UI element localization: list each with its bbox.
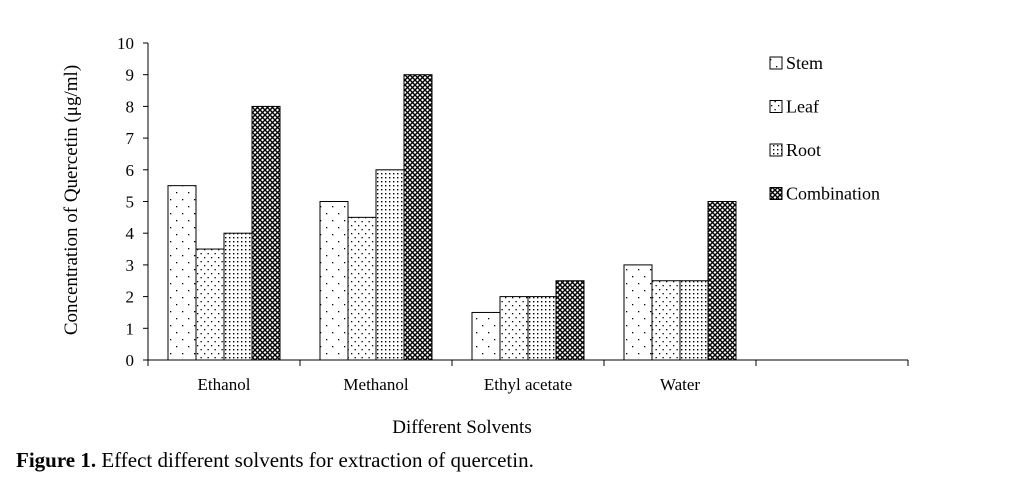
x-tick-label: Ethanol [198, 375, 251, 394]
y-axis-label: Concentration of Quercetin (μg/ml) [61, 65, 82, 335]
y-tick-label: 6 [126, 161, 135, 180]
caption-text: Effect different solvents for extraction… [96, 448, 534, 472]
legend-swatch-leaf [769, 100, 783, 113]
caption-label: Figure 1. [16, 448, 97, 472]
bar-combination-ethyl-acetate [555, 280, 585, 361]
y-tick-label: 3 [126, 256, 135, 275]
x-tick-label: Methanol [343, 375, 408, 394]
y-tick-label: 5 [126, 193, 135, 212]
legend-label-root: Root [786, 140, 821, 160]
legend-swatch-root [769, 143, 783, 157]
y-tick-label: 10 [117, 34, 134, 53]
y-tick-label: 7 [126, 129, 135, 148]
y-tick-label: 2 [126, 288, 135, 307]
bar-stem-water [623, 264, 653, 361]
x-tick-label: Water [660, 375, 700, 394]
bar-leaf-water [651, 280, 681, 361]
x-axis-label: Different Solvents [392, 417, 532, 438]
bar-combination-methanol [403, 74, 433, 361]
y-tick-label: 0 [126, 351, 135, 370]
legend-label-stem: Stem [786, 53, 823, 73]
legend-label-leaf: Leaf [786, 97, 819, 117]
x-tick-label: Ethyl acetate [484, 375, 572, 394]
y-tick-label: 4 [126, 224, 135, 243]
bar-stem-methanol [319, 201, 349, 361]
bar-chart: Concentration of Quercetin (μg/ml) Diffe… [61, 34, 909, 438]
figure-caption: Figure 1. Effect different solvents for … [16, 448, 534, 473]
bar-leaf-ethyl-acetate [499, 296, 529, 361]
y-tick-label: 1 [126, 319, 135, 338]
bar-combination-water [707, 201, 737, 361]
bar-stem-ethanol [167, 185, 197, 361]
plot-area: 0 1 2 3 4 5 6 7 8 9 10 Ethanol Methanol Ethyl acetate… [117, 34, 909, 394]
legend-swatch-stem [769, 56, 783, 70]
bar-root-ethyl-acetate [527, 296, 557, 361]
y-tick-label: 8 [126, 97, 135, 116]
bar-root-ethanol [223, 232, 253, 361]
bar-root-water [679, 280, 709, 361]
legend-swatch-combination [769, 187, 783, 200]
legend-label-combination: Combination [786, 184, 880, 204]
y-tick-label: 9 [126, 66, 135, 85]
bar-stem-ethyl-acetate [471, 311, 501, 361]
bar-root-methanol [375, 169, 405, 361]
bar-combination-ethanol [251, 105, 281, 361]
bar-leaf-ethanol [195, 248, 225, 361]
bar-leaf-methanol [347, 216, 377, 361]
